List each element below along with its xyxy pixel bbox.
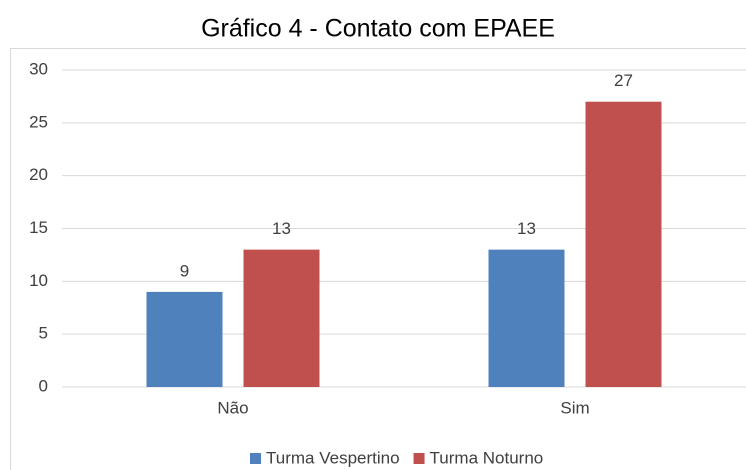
y-tick-label: 0: [39, 376, 48, 395]
chart-title: Gráfico 4 - Contato com EPAEE: [201, 15, 555, 43]
y-tick-label: 25: [29, 112, 48, 131]
bar: [488, 249, 565, 387]
y-tick-label: 10: [29, 271, 48, 290]
bar: [585, 101, 662, 387]
x-tick-label: Sim: [560, 398, 589, 417]
data-label: 9: [180, 261, 189, 280]
legend-label: Turma Noturno: [430, 448, 544, 467]
legend-label: Turma Vespertino: [266, 448, 400, 467]
y-tick-label: 15: [29, 218, 48, 237]
data-label: 13: [517, 219, 536, 238]
x-tick-label: Não: [217, 398, 248, 417]
bar: [243, 249, 320, 387]
data-label: 13: [272, 219, 291, 238]
data-label: 27: [614, 71, 633, 90]
legend-swatch: [413, 453, 425, 464]
y-tick-label: 20: [29, 165, 48, 184]
legend-swatch: [250, 453, 261, 464]
bar: [146, 291, 223, 387]
chart-border: [10, 48, 746, 470]
y-tick-label: 5: [39, 324, 48, 343]
y-tick-label: 30: [29, 59, 48, 78]
